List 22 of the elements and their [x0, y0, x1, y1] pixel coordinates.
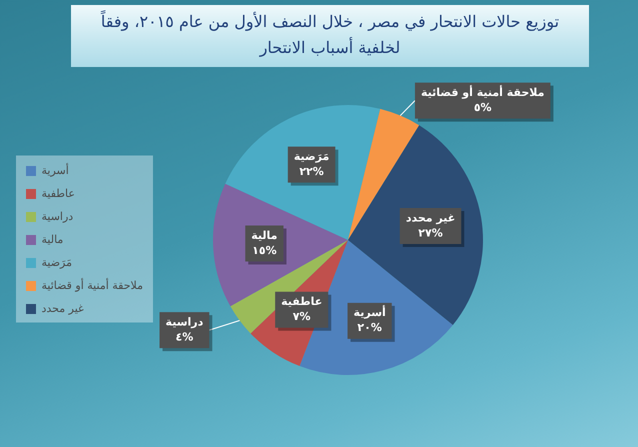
- legend-label: عاطفية: [42, 186, 75, 200]
- slice-label: مالية: [251, 228, 278, 242]
- data-label: ٥%: [474, 100, 492, 114]
- data-label: ٢٧%: [418, 226, 443, 240]
- legend-label: مَرَضية: [42, 256, 72, 269]
- slice-label: مَرَضية: [294, 150, 330, 164]
- data-label: ٤%: [176, 330, 194, 344]
- slice-label: غير محدد: [406, 211, 456, 224]
- slice-label: أسرية: [354, 305, 386, 320]
- legend-label: مالية: [42, 232, 64, 246]
- legend-label: غير محدد: [42, 302, 84, 315]
- legend-label: ملاحقة أمنية أو قضائية: [42, 278, 144, 292]
- chart-title: توزيع حالات الانتحار في مصر ، خلال النصف الأول من عام ٢٠١٥، وفقاً لخلفية أسباب الانتحار: [71, 5, 589, 67]
- data-label: ١٥%: [252, 244, 277, 257]
- legend-label: دراسية: [42, 210, 74, 223]
- data-label: ٢٢%: [299, 165, 324, 178]
- slice-label: دراسية: [166, 316, 204, 329]
- data-label: ٢٠%: [357, 321, 382, 334]
- legend-label: أسرية: [42, 162, 69, 177]
- data-label: ٧%: [292, 310, 311, 324]
- slice-label: ملاحقة أمنية أو قضائية: [420, 84, 544, 99]
- slice-label: عاطفية: [281, 295, 322, 308]
